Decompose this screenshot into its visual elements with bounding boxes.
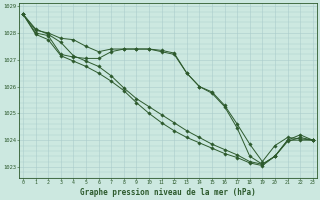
X-axis label: Graphe pression niveau de la mer (hPa): Graphe pression niveau de la mer (hPa): [80, 188, 256, 197]
